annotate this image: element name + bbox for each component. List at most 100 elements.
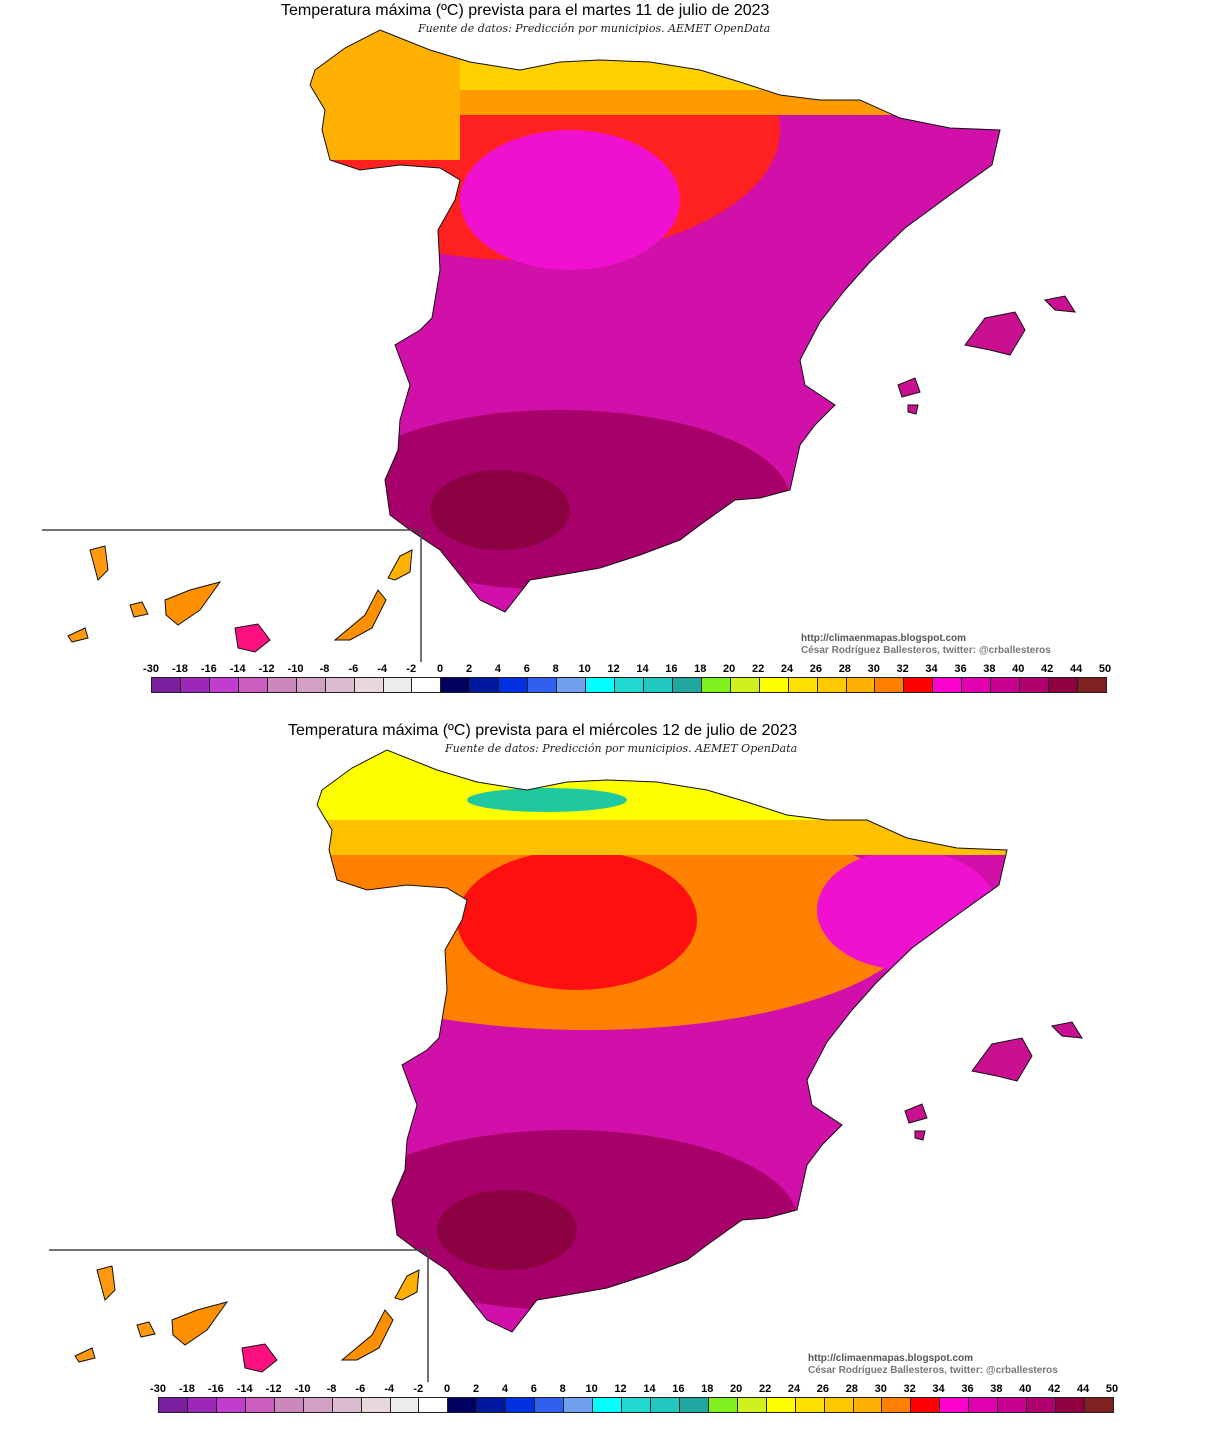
map-title: Temperatura máxima (ºC) prevista para el… — [288, 722, 798, 739]
legend-swatch — [940, 1398, 970, 1412]
legend-swatch — [180, 678, 210, 692]
legend-label: 18 — [694, 663, 707, 675]
legend-swatch — [159, 1398, 188, 1412]
legend-label: -10 — [294, 1383, 311, 1395]
data-source: Fuente de datos: Predicción por municipi… — [418, 22, 771, 35]
credit: http://climaenmapas.blogspot.com César R… — [801, 633, 1051, 657]
legend-swatch — [737, 1398, 767, 1412]
legend-label: 36 — [954, 663, 967, 675]
legend-label: 8 — [559, 1383, 566, 1395]
legend-label: 8 — [552, 663, 559, 675]
canary-inset-frame — [49, 1249, 429, 1382]
legend-label: -14 — [236, 1383, 253, 1395]
legend-label: 14 — [643, 1383, 656, 1395]
legend-label: 16 — [665, 663, 678, 675]
legend-swatch — [557, 678, 587, 692]
legend-label: 22 — [758, 1383, 772, 1395]
map-title: Temperatura máxima (ºC) prevista para el… — [281, 2, 770, 19]
legend-label: 24 — [787, 1383, 801, 1395]
legend-label: 28 — [845, 1383, 858, 1395]
temperature-map — [42, 29, 1076, 662]
blog-url[interactable]: http://climaenmapas.blogspot.com — [808, 1353, 974, 1364]
legend-swatch — [477, 1398, 507, 1412]
legend-swatch — [296, 678, 326, 692]
legend-label: 32 — [903, 1383, 916, 1395]
legend-swatch — [383, 678, 413, 692]
legend-label: 12 — [614, 1383, 627, 1395]
legend-swatch — [419, 1398, 449, 1412]
legend-label: 44 — [1076, 1383, 1090, 1395]
legend-label: 40 — [1019, 1383, 1032, 1395]
legend-label: -10 — [287, 663, 304, 675]
legend-label: -12 — [265, 1383, 282, 1395]
legend-label: 50 — [1105, 1383, 1119, 1395]
legend-swatch — [701, 678, 731, 692]
legend-bar — [151, 677, 1107, 693]
legend-swatch — [991, 678, 1021, 692]
legend-label: 20 — [723, 663, 736, 675]
map-panel-wednesday: Temperatura máxima (ºC) prevista para el… — [0, 720, 1211, 1430]
blog-url[interactable]: http://climaenmapas.blogspot.com — [801, 633, 967, 644]
legend-label: 6 — [530, 1383, 537, 1395]
legend-label: 20 — [730, 1383, 743, 1395]
legend-label: -14 — [229, 663, 246, 675]
credit: http://climaenmapas.blogspot.com César R… — [808, 1353, 1058, 1377]
legend-label: -6 — [348, 663, 359, 675]
legend-swatch — [267, 678, 297, 692]
legend-swatch — [622, 1398, 651, 1412]
legend-label: 32 — [896, 663, 909, 675]
legend-label: 4 — [501, 1383, 508, 1395]
legend-label: 40 — [1012, 663, 1025, 675]
legend-swatch — [412, 678, 442, 692]
author: César Rodríguez Ballesteros, twitter: @c… — [808, 1365, 1058, 1376]
legend-swatch — [766, 1398, 796, 1412]
legend-swatch — [846, 678, 876, 692]
legend-swatch — [593, 1398, 622, 1412]
peninsula — [316, 749, 1008, 1333]
legend-swatch — [882, 1398, 912, 1412]
legend-label: 4 — [494, 663, 501, 675]
legend-swatch — [788, 678, 818, 692]
legend-label: 42 — [1041, 663, 1054, 675]
legend-swatch — [708, 1398, 738, 1412]
legend-label: 0 — [437, 663, 444, 675]
legend-label: -4 — [384, 1383, 395, 1395]
legend-swatch — [361, 1398, 391, 1412]
legend-swatch — [1056, 1398, 1085, 1412]
legend-label: 2 — [472, 1383, 480, 1395]
legend-swatch — [325, 678, 355, 692]
legend-label: -2 — [406, 663, 417, 675]
temperature-map — [49, 749, 1083, 1382]
legend-label: 34 — [932, 1383, 945, 1395]
legend-swatch — [1078, 678, 1106, 692]
legend-label: -18 — [171, 663, 188, 675]
legend-label: 36 — [961, 1383, 974, 1395]
legend-swatch — [187, 1398, 217, 1412]
legend-label: 26 — [809, 663, 823, 675]
legend-swatch — [216, 1398, 246, 1412]
canary-islands — [67, 545, 413, 653]
legend-swatch — [238, 678, 268, 692]
canary-islands — [74, 1265, 420, 1373]
legend-swatch — [795, 1398, 825, 1412]
legend-label: 10 — [578, 663, 591, 675]
legend-label: 26 — [816, 1383, 830, 1395]
legend-label: 14 — [636, 663, 649, 675]
legend-label: 2 — [465, 663, 473, 675]
data-source: Fuente de datos: Predicción por municipi… — [445, 742, 798, 755]
legend-label: 30 — [867, 663, 880, 675]
legend-bar — [158, 1397, 1114, 1413]
legend-label: 34 — [925, 663, 938, 675]
legend-label: 38 — [990, 1383, 1003, 1395]
legend-swatch — [679, 1398, 709, 1412]
legend-label: 0 — [444, 1383, 451, 1395]
legend-swatch — [564, 1398, 594, 1412]
legend-swatch — [998, 1398, 1028, 1412]
legend-swatch — [152, 678, 181, 692]
legend-swatch — [824, 1398, 854, 1412]
legend-swatch — [586, 678, 615, 692]
legend-swatch — [759, 678, 789, 692]
legend-label: 50 — [1098, 663, 1112, 675]
author: César Rodríguez Ballesteros, twitter: @c… — [801, 645, 1051, 656]
canary-inset-frame — [42, 529, 422, 662]
